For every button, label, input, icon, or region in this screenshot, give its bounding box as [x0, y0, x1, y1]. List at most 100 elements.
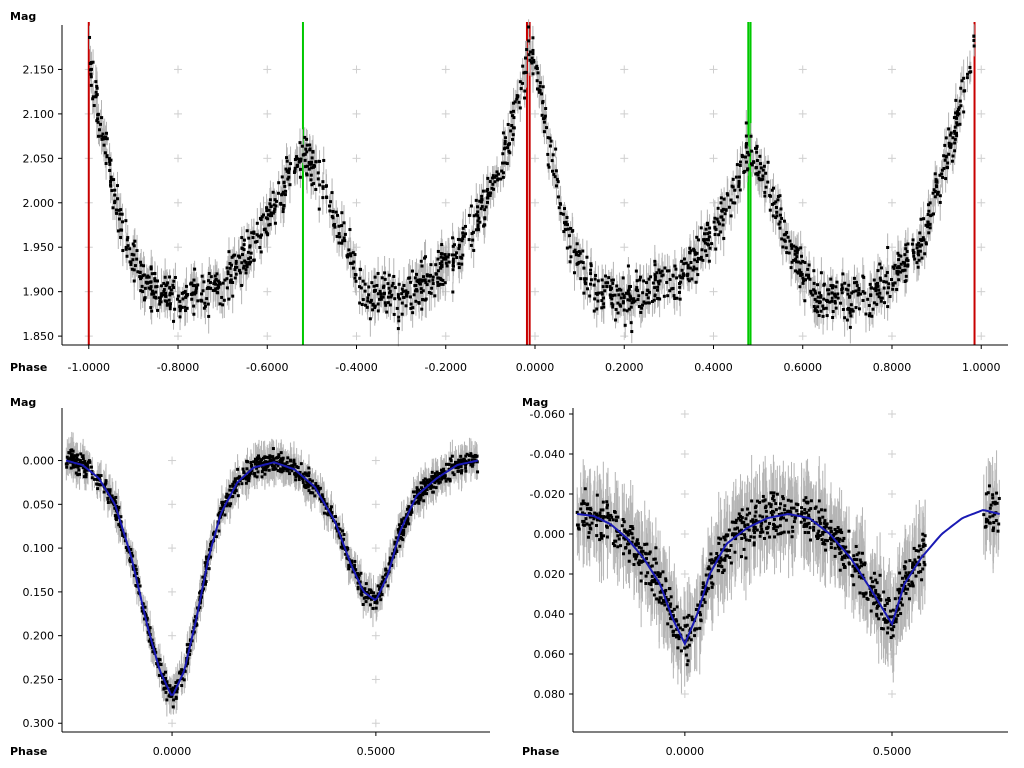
data-point: [527, 25, 531, 29]
data-point: [682, 257, 686, 261]
data-point: [353, 276, 357, 280]
data-point: [240, 482, 244, 486]
data-point: [216, 283, 220, 287]
data-point: [163, 275, 167, 279]
data-point: [899, 262, 903, 266]
data-point: [653, 278, 657, 282]
data-point: [535, 79, 539, 83]
data-point: [849, 303, 853, 307]
data-point: [312, 163, 316, 167]
data-point: [710, 242, 714, 246]
data-point: [960, 79, 964, 83]
data-point: [830, 286, 834, 290]
data-point: [854, 280, 858, 284]
data-point: [158, 658, 162, 662]
data-point: [798, 268, 802, 272]
data-point: [217, 285, 221, 289]
data-point: [486, 193, 490, 197]
data-point: [96, 120, 100, 124]
data-point: [265, 206, 269, 210]
grid-plus: [798, 65, 807, 74]
data-point: [824, 306, 828, 310]
data-point: [822, 297, 826, 301]
data-point: [429, 263, 433, 267]
data-point: [332, 223, 336, 227]
data-point: [214, 535, 218, 539]
data-point: [716, 220, 720, 224]
data-point: [376, 309, 380, 313]
data-point: [572, 271, 576, 275]
data-point: [839, 301, 843, 305]
data-point: [854, 289, 858, 293]
data-point: [721, 223, 725, 227]
grid-plus: [174, 65, 183, 74]
data-point: [525, 48, 529, 52]
data-point: [796, 271, 800, 275]
data-point: [181, 297, 185, 301]
data-point: [451, 259, 455, 263]
grid-plus: [352, 243, 361, 252]
data-point: [589, 264, 593, 268]
data-point: [376, 271, 380, 275]
data-point: [314, 187, 318, 191]
data-point: [310, 183, 314, 187]
grid-plus: [371, 456, 380, 465]
data-point: [269, 213, 273, 217]
data-point: [702, 239, 706, 243]
data-point: [337, 224, 341, 228]
data-point: [427, 279, 431, 283]
data-point: [400, 301, 404, 305]
data-point: [359, 286, 363, 290]
data-point: [774, 200, 778, 204]
data-point: [157, 296, 161, 300]
data-point: [535, 67, 539, 71]
data-point: [678, 297, 682, 301]
data-point: [274, 199, 278, 203]
data-point: [353, 272, 357, 276]
data-point: [879, 278, 883, 282]
data-point: [439, 255, 443, 259]
data-point: [99, 474, 103, 478]
data-point: [234, 261, 238, 265]
grid-plus: [887, 65, 896, 74]
data-point: [176, 294, 180, 298]
data-point: [95, 86, 99, 90]
data-point: [236, 467, 240, 471]
data-point: [904, 279, 908, 283]
data-point: [285, 169, 289, 173]
data-point: [419, 287, 423, 291]
data-point: [633, 299, 637, 303]
data-point: [646, 289, 650, 293]
data-point: [348, 261, 352, 265]
data-point: [595, 292, 599, 296]
data-point: [572, 250, 576, 254]
data-point: [279, 451, 283, 455]
data-point: [708, 246, 712, 250]
data-point: [225, 266, 229, 270]
data-point: [541, 101, 545, 105]
data-point: [501, 175, 505, 179]
data-point: [518, 80, 522, 84]
data-point: [396, 295, 400, 299]
data-point: [436, 249, 440, 253]
data-point: [414, 299, 418, 303]
data-point: [194, 290, 198, 294]
data-point: [202, 280, 206, 284]
data-point: [503, 161, 507, 165]
data-point: [867, 303, 871, 307]
data-point: [877, 288, 881, 292]
data-point: [433, 481, 437, 485]
data-point: [841, 272, 845, 276]
data-point: [944, 177, 948, 181]
data-point: [335, 234, 339, 238]
x-tick-label: 0.8000: [873, 361, 912, 374]
data-point: [610, 278, 614, 282]
x-tick-label: -1.0000: [68, 361, 110, 374]
data-point: [333, 225, 337, 229]
data-point: [704, 227, 708, 231]
data-point: [840, 283, 844, 287]
data-point: [619, 296, 623, 300]
data-point: [222, 298, 226, 302]
data-point: [658, 271, 662, 275]
data-point: [686, 263, 690, 267]
